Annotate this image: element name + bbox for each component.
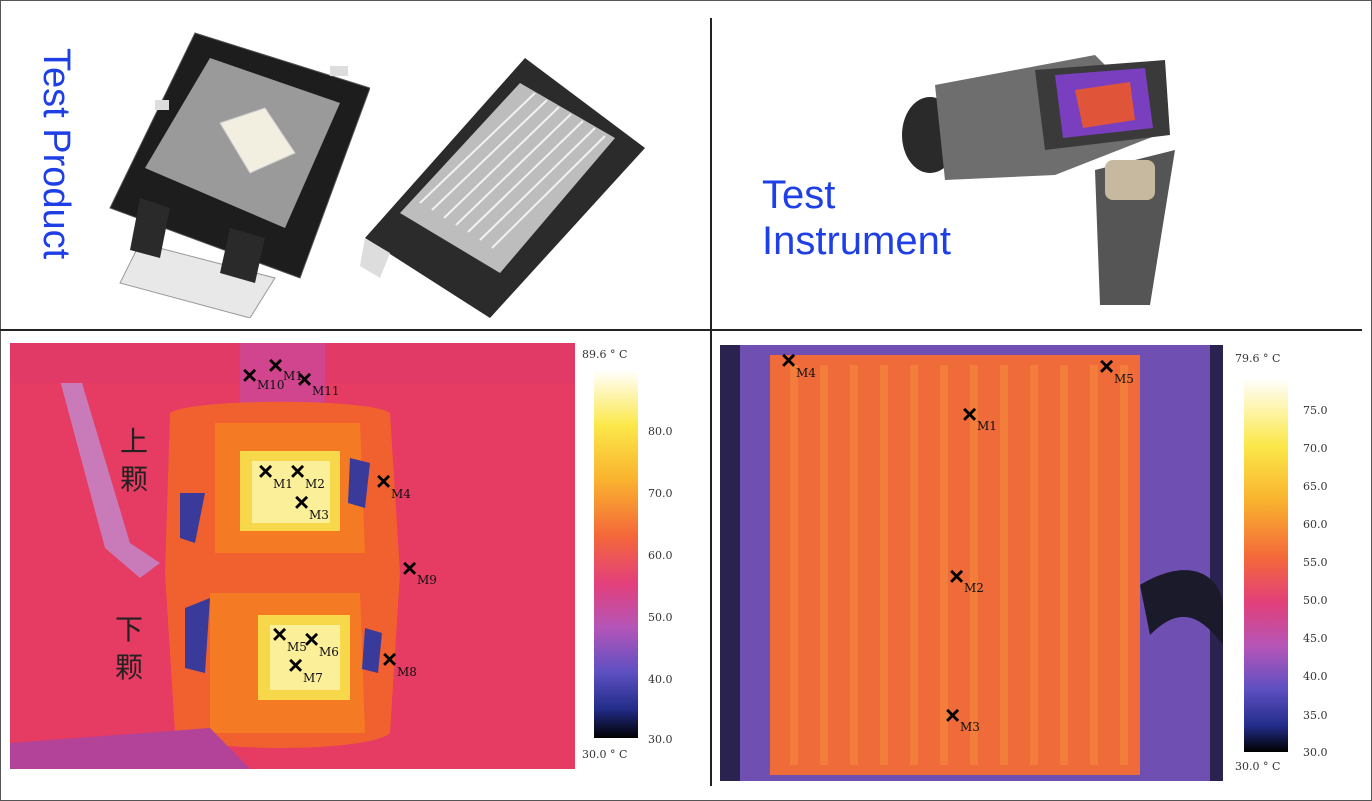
right-marker-m3-label: M3 — [960, 720, 980, 734]
product-front-image — [109, 32, 370, 318]
marker-m3-label: M3 — [309, 508, 329, 522]
upper-chip-label: 上 颗 — [120, 425, 149, 496]
test-instrument-label: Test Instrument — [762, 173, 951, 263]
marker-m10-label: M10 — [257, 378, 285, 392]
marker-m1-cross: × — [258, 456, 274, 486]
thermal-camera-image — [902, 55, 1175, 305]
marker-m9-cross: × — [402, 553, 418, 583]
lower-chip-label: 下 颗 — [115, 613, 144, 684]
marker-m8-cross: × — [382, 644, 398, 674]
product-back-image — [360, 58, 645, 318]
left-tick-70: 70.0 — [648, 487, 673, 500]
right-scale-max: 79.6 ° C — [1235, 352, 1281, 365]
marker-m11-label: M11 — [312, 384, 340, 398]
marker-m4-label: M4 — [391, 487, 411, 501]
marker-m7-cross: × — [288, 650, 304, 680]
marker-m11-cross: × — [297, 364, 313, 394]
right-marker-m1-cross: × — [962, 399, 978, 429]
horizontal-divider — [0, 329, 1362, 331]
marker-m5-label: M5 — [287, 640, 307, 654]
left-color-scale — [594, 370, 638, 738]
right-marker-m4-label: M4 — [796, 366, 816, 380]
left-scale-min: 30.0 ° C — [582, 748, 628, 761]
right-tick-45: 45.0 — [1303, 632, 1328, 645]
right-color-scale — [1244, 378, 1288, 752]
marker-m10-cross: × — [242, 360, 258, 390]
right-marker-m5-cross: × — [1099, 351, 1115, 381]
marker-m1-label: M1 — [273, 477, 293, 491]
left-tick-60: 60.0 — [648, 549, 673, 562]
right-marker-m2-cross: × — [949, 561, 965, 591]
marker-m4-cross: × — [376, 466, 392, 496]
right-tick-75: 75.0 — [1303, 404, 1328, 417]
right-marker-m1-label: M1 — [977, 419, 997, 433]
right-tick-65: 65.0 — [1303, 480, 1328, 493]
marker-m2-cross: × — [290, 456, 306, 486]
marker-m8-label: M8 — [397, 665, 417, 679]
marker-m3-cross: × — [294, 487, 310, 517]
right-tick-35: 35.0 — [1303, 709, 1328, 722]
marker-m9-label: M9 — [417, 573, 437, 587]
right-tick-30: 30.0 — [1303, 746, 1328, 759]
right-tick-70: 70.0 — [1303, 442, 1328, 455]
left-tick-40: 40.0 — [648, 673, 673, 686]
right-marker-m3-cross: × — [945, 700, 961, 730]
vertical-divider — [710, 18, 712, 786]
right-scale-min: 30.0 ° C — [1235, 760, 1281, 773]
right-marker-m4-cross: × — [781, 345, 797, 375]
marker-m1-top-cross: × — [268, 350, 284, 380]
right-tick-60: 60.0 — [1303, 518, 1328, 531]
right-marker-m2-label: M2 — [964, 581, 984, 595]
right-tick-50: 50.0 — [1303, 594, 1328, 607]
left-scale-max: 89.6 ° C — [582, 348, 628, 361]
marker-m5-cross: × — [272, 619, 288, 649]
right-tick-40: 40.0 — [1303, 670, 1328, 683]
thermal-image-front: 上 颗 下 颗 — [10, 343, 575, 769]
marker-m1-top-label: M1 — [283, 369, 303, 383]
test-product-label: Test Product — [35, 48, 77, 260]
left-tick-30: 30.0 — [648, 733, 673, 746]
marker-m2-label: M2 — [305, 477, 325, 491]
right-tick-55: 55.0 — [1303, 556, 1328, 569]
thermal-image-back — [720, 345, 1223, 781]
marker-m6-label: M6 — [319, 645, 339, 659]
left-tick-80: 80.0 — [648, 425, 673, 438]
marker-m7-label: M7 — [303, 671, 323, 685]
left-tick-50: 50.0 — [648, 611, 673, 624]
right-marker-m5-label: M5 — [1114, 372, 1134, 386]
marker-m6-cross: × — [304, 624, 320, 654]
